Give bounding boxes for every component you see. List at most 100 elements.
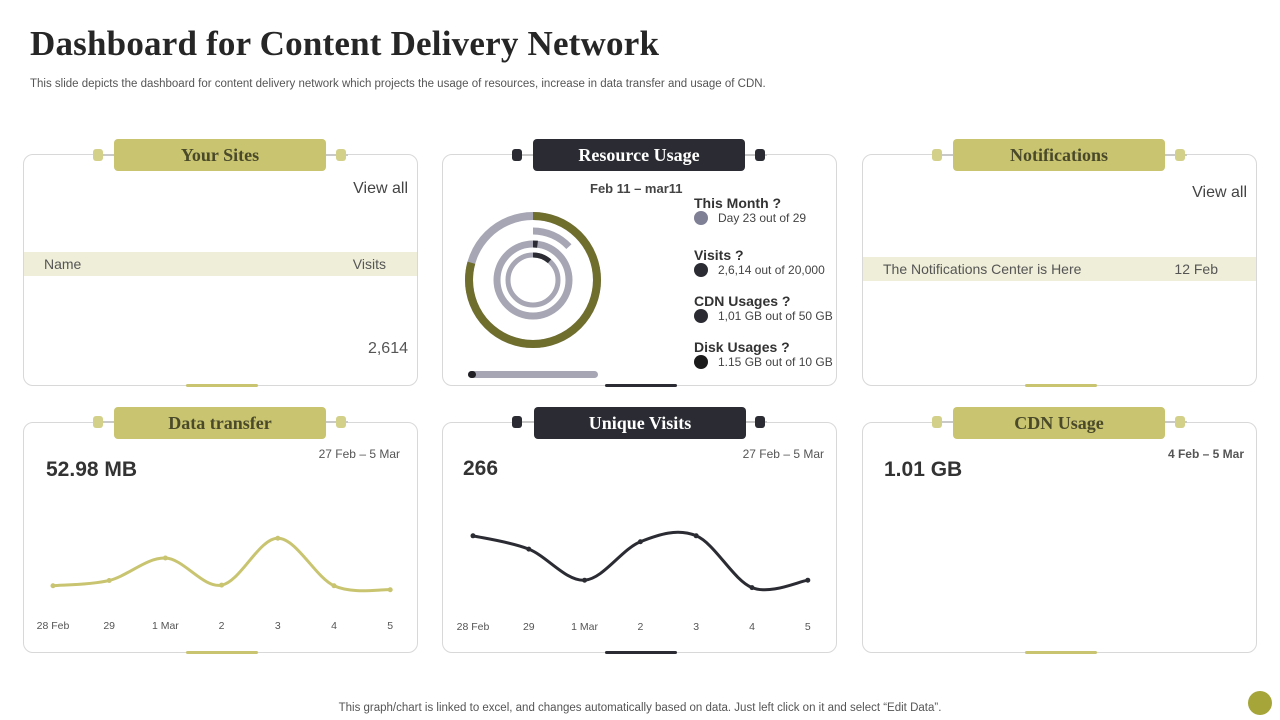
cdn-usage-header: CDN Usage [953, 407, 1165, 439]
resource-date-range: Feb 11 – mar11 [590, 181, 683, 196]
resource-progress-track [468, 371, 598, 378]
connector-right [322, 416, 348, 428]
notifications-header: Notifications [953, 139, 1165, 171]
x-tick-label: 3 [275, 620, 281, 632]
legend-detail: 1,01 GB out of 50 GB [718, 309, 833, 323]
x-tick-label: 28 Feb [457, 621, 490, 633]
x-tick-label: 29 [103, 620, 115, 632]
connector-right [741, 149, 767, 161]
ring-arc-cdn-usages [493, 240, 573, 320]
panel-bottom-accent [605, 384, 677, 387]
your-sites-header: Your Sites [114, 139, 326, 171]
data-transfer-date-range: 27 Feb – 5 Mar [318, 447, 400, 461]
unique-visits-value: 266 [463, 457, 499, 480]
unique-visits-header: Unique Visits [534, 407, 746, 439]
x-tick-label: 2 [219, 620, 225, 632]
data-point [526, 546, 532, 552]
data-transfer-chart: 28 Feb 29 1 Mar 2 3 4 5 [37, 535, 393, 632]
data-point [805, 577, 811, 583]
x-tick-label: 4 [331, 620, 337, 632]
data-point [387, 587, 393, 593]
x-tick-label: 1 Mar [571, 621, 598, 633]
panel-bottom-accent [186, 651, 258, 654]
data-point [637, 539, 643, 545]
cdn-usage-panel: 1.01 GB 4 Feb – 5 Mar [862, 422, 1257, 654]
legend-label: This Month ? [694, 195, 782, 211]
panel-bottom-accent [1025, 651, 1097, 654]
page-title: Dashboard for Content Delivery Network [30, 24, 660, 63]
site-visits-value: 2,614 [367, 340, 408, 357]
connector-left [932, 416, 958, 428]
x-tick-label: 3 [693, 621, 699, 633]
legend-dot [694, 309, 708, 323]
notifications-view-all-link[interactable]: View all [1192, 184, 1247, 201]
legend-label: Visits ? [694, 247, 744, 263]
your-sites-panel: View all Name Visits 2,614 [23, 154, 418, 387]
unique-visits-date-range: 27 Feb – 5 Mar [742, 447, 824, 461]
cdn-usage-value: 1.01 GB [884, 458, 963, 481]
resource-usage-rings [465, 212, 601, 348]
notifications-panel: View all The Notifications Center is Her… [862, 154, 1257, 387]
visits-column-header: Visits [352, 256, 386, 272]
connector-right [1161, 149, 1187, 161]
connector-left [512, 416, 538, 428]
legend-detail: Day 23 out of 29 [718, 211, 807, 225]
ring-track-4 [505, 252, 561, 308]
data-point [162, 555, 168, 561]
connector-left [932, 149, 958, 161]
x-tick-label: 28 Feb [37, 620, 70, 632]
data-point [470, 533, 476, 539]
data-point [106, 577, 112, 583]
connector-left [93, 149, 119, 161]
ring-arc-visits [480, 227, 586, 333]
legend-dot [694, 211, 708, 225]
connector-right [322, 149, 348, 161]
x-tick-label: 2 [637, 621, 643, 633]
ring-arc-disk-usages [505, 252, 561, 308]
data-point [331, 583, 337, 589]
panel-bottom-accent [186, 384, 258, 387]
data-point [749, 585, 755, 591]
cdn-usage-date-range: 4 Feb – 5 Mar [1167, 447, 1244, 461]
notification-date: 12 Feb [1174, 261, 1218, 277]
data-transfer-panel: 52.98 MB 27 Feb – 5 Mar 28 Feb 29 1 Mar 2 3 4… [23, 422, 418, 654]
notification-row[interactable]: The Notifications Center is Here 12 Feb [863, 257, 1256, 281]
connector-right [1161, 416, 1187, 428]
legend-dot [694, 263, 708, 277]
footer-note: This graph/chart is linked to excel, and… [338, 702, 942, 714]
unique-visits-panel: 266 27 Feb – 5 Mar 28 Feb 29 1 Mar 2 3 4 5 [442, 422, 837, 654]
your-sites-table-header: Name Visits [24, 252, 417, 276]
data-point [275, 535, 281, 541]
x-tick-label: 5 [387, 620, 393, 632]
resource-progress-fill [468, 371, 476, 378]
legend-detail: 1.15 GB out of 10 GB [718, 355, 833, 369]
legend-label: Disk Usages ? [694, 339, 790, 355]
your-sites-view-all-link[interactable]: View all [353, 180, 408, 197]
x-tick-label: 5 [805, 621, 811, 633]
data-point [50, 583, 56, 589]
connector-left [93, 416, 119, 428]
corner-dot [1248, 691, 1272, 715]
data-point [219, 582, 225, 588]
resource-usage-header: Resource Usage [533, 139, 745, 171]
legend-dot [694, 355, 708, 369]
connector-left [512, 149, 538, 161]
data-point [582, 577, 588, 583]
panel-bottom-accent [605, 651, 677, 654]
panel-bottom-accent [1025, 384, 1097, 387]
data-transfer-header: Data transfer [114, 407, 326, 439]
legend-label: CDN Usages ? [694, 293, 791, 309]
resource-usage-panel: Feb 11 – mar11 This Month ? Day 23 out of… [442, 154, 837, 387]
page-subtitle: This slide depicts the dashboard for con… [30, 78, 766, 90]
x-tick-label: 29 [523, 621, 535, 633]
notification-message: The Notifications Center is Here [883, 261, 1082, 277]
data-point [693, 533, 699, 539]
legend-detail: 2,6,14 out of 20,000 [718, 263, 825, 277]
connector-right [741, 416, 767, 428]
unique-visits-chart: 28 Feb 29 1 Mar 2 3 4 5 [457, 530, 811, 633]
name-column-header: Name [44, 256, 82, 272]
ring-arc-this-month [465, 212, 601, 348]
x-tick-label: 4 [749, 621, 755, 633]
data-transfer-value: 52.98 MB [46, 458, 138, 481]
x-tick-label: 1 Mar [152, 620, 179, 632]
